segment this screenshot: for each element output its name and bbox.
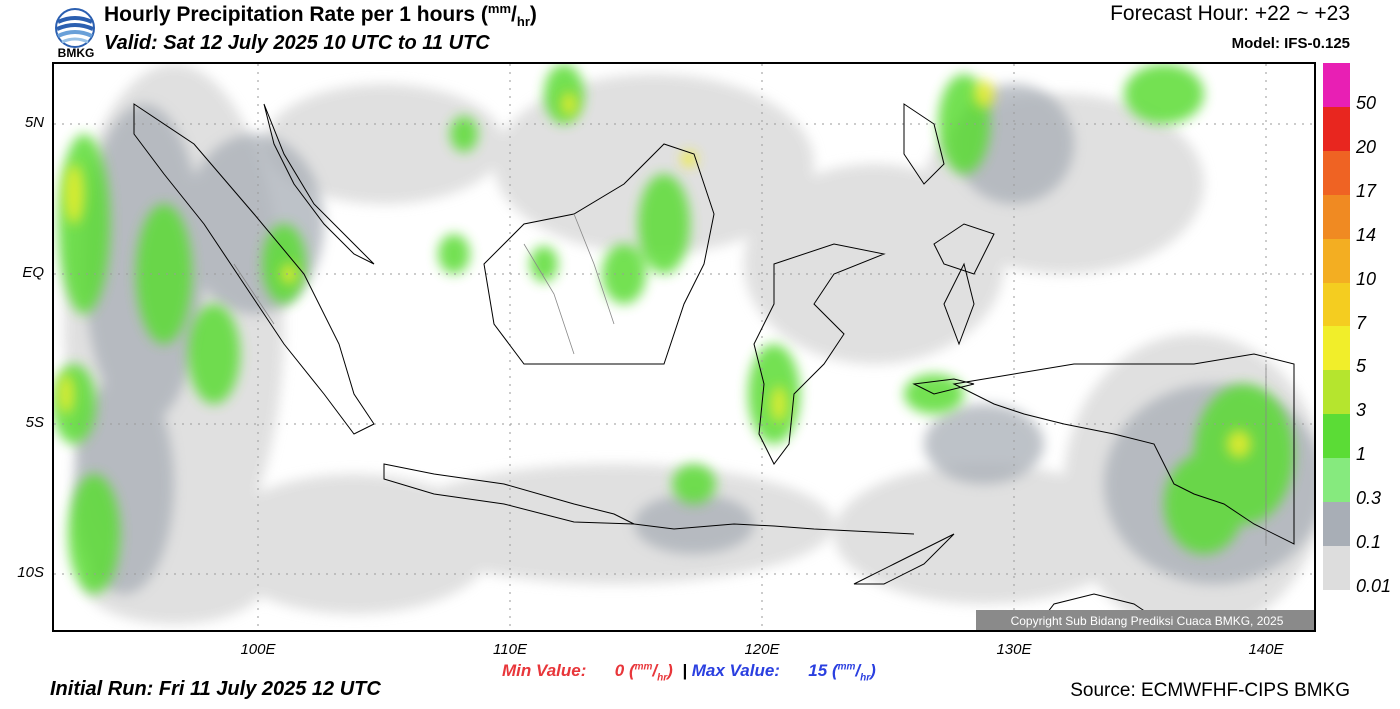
max-unit-num: mm: [837, 661, 856, 673]
colorbar-swatch: [1323, 326, 1350, 371]
colorbar-label: 5: [1356, 356, 1367, 377]
bmkg-logo: [55, 8, 95, 48]
colorbar-label: 0.1: [1356, 532, 1382, 553]
colorbar-label: 50: [1356, 92, 1377, 113]
colorbar-swatch: [1323, 545, 1350, 590]
min-unit-den: hr: [657, 672, 668, 684]
colorbar-label: 0.01: [1356, 576, 1392, 596]
valid-time: Valid: Sat 12 July 2025 10 UTC to 11 UTC: [104, 32, 490, 54]
lat-label-10s: 10S: [17, 564, 44, 581]
colorbar-label: 3: [1356, 400, 1367, 421]
min-max-values: Min Value: 0 (mm/hr) | Max Value: 15 (mm…: [502, 661, 876, 684]
colorbar-swatch: [1323, 150, 1350, 195]
map-title: Hourly Precipitation Rate per 1 hours (m…: [104, 1, 537, 30]
lon-label-110e: 110E: [493, 641, 527, 658]
precip-light-layer: [64, 64, 1314, 630]
title-unit-num: mm: [487, 1, 512, 16]
logo-text: BMKG: [57, 46, 95, 60]
colorbar-label: 10: [1356, 268, 1377, 289]
lon-label-120e: 120E: [744, 641, 780, 658]
colorbar-label: 20: [1356, 136, 1377, 157]
colorbar-label: 0.3: [1356, 488, 1382, 509]
colorbar-swatch: [1323, 370, 1350, 415]
colorbar: [1323, 63, 1350, 590]
lat-label-eq: EQ: [22, 264, 44, 281]
grid-lines: [54, 64, 1314, 630]
colorbar-swatch: [1323, 502, 1350, 546]
title-text: Hourly Precipitation Rate per 1 hours: [104, 3, 476, 26]
colorbar-label: 17: [1356, 180, 1377, 201]
title-unit-den: hr: [516, 14, 530, 30]
max-unit-den: hr: [860, 672, 871, 684]
initial-run: Initial Run: Fri 11 July 2025 12 UTC: [50, 678, 381, 700]
min-label: Min Value:: [502, 661, 587, 680]
separator: |: [682, 661, 688, 680]
lon-label-100e: 100E: [240, 641, 276, 658]
data-source: Source: ECMWFHF-CIPS BMKG: [1070, 680, 1350, 701]
colorbar-swatch: [1323, 106, 1350, 151]
copyright-notice: Copyright Sub Bidang Prediksi Cuaca BMKG…: [976, 610, 1314, 630]
coastlines: [133, 103, 1295, 630]
colorbar-swatch: [1323, 458, 1350, 503]
colorbar-swatch: [1323, 414, 1350, 459]
colorbar-label: 1: [1356, 444, 1367, 465]
max-label: Max Value:: [691, 661, 780, 680]
lon-label-140e: 140E: [1248, 641, 1284, 658]
lat-label-5n: 5N: [24, 114, 44, 131]
model-name: Model: IFS-0.125: [1231, 35, 1350, 52]
colorbar-label: 7: [1356, 312, 1367, 333]
colorbar-swatch: [1323, 238, 1350, 283]
lat-label-5s: 5S: [25, 414, 44, 431]
admin-borders: [233, 213, 1267, 544]
lon-label-130e: 130E: [996, 641, 1032, 658]
colorbar-swatch: [1323, 63, 1350, 107]
min-value: 0: [614, 661, 625, 680]
map-canvas: [54, 64, 1314, 630]
precipitation-map: Copyright Sub Bidang Prediksi Cuaca BMKG…: [52, 62, 1316, 632]
min-unit-num: mm: [634, 661, 653, 673]
forecast-hour: Forecast Hour: +22 ~ +23: [1110, 2, 1350, 25]
colorbar-label: 14: [1356, 224, 1377, 245]
colorbar-swatch: [1323, 282, 1350, 327]
max-value: 15: [808, 661, 828, 680]
precip-high-layer: [58, 80, 1251, 458]
colorbar-swatch: [1323, 194, 1350, 239]
